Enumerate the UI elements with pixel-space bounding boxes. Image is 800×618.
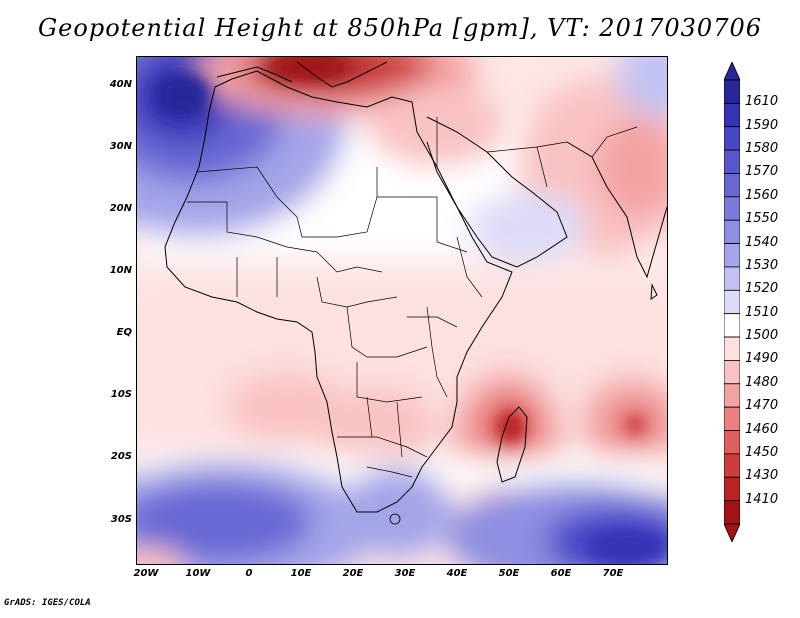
colorbar-cell — [724, 79, 740, 104]
colorbar-label: 1500 — [745, 328, 779, 344]
colorbar-label: 1490 — [745, 351, 779, 367]
height-field-smooth — [137, 57, 667, 564]
colorbar-cell — [724, 219, 740, 244]
colorbar-cell — [724, 453, 740, 478]
colorbar-cell — [724, 266, 740, 291]
grads-credit: GrADS: IGES/COLA — [4, 598, 91, 608]
lon-label-20w: 20W — [133, 568, 159, 579]
colorbar-label: 1480 — [745, 374, 779, 390]
colorbar-label: 1580 — [745, 141, 779, 157]
colorbar-label: 1450 — [745, 444, 779, 460]
lon-label-30e: 30E — [394, 568, 416, 579]
lon-label-60e: 60E — [550, 568, 572, 579]
lon-label-10e: 10E — [290, 568, 312, 579]
map-canvas — [137, 57, 667, 564]
colorbar-min-arrow — [724, 523, 740, 542]
colorbar-label: 1530 — [745, 257, 779, 273]
lon-label-10w: 10W — [185, 568, 211, 579]
colorbar-cell — [724, 173, 740, 198]
lon-label-70e: 70E — [602, 568, 624, 579]
colorbar-cell — [724, 313, 740, 338]
lat-label-10n: 10N — [109, 265, 132, 276]
country-borders — [187, 117, 638, 478]
colorbar-cell — [724, 336, 740, 361]
colorbar — [724, 62, 740, 542]
colorbar-label: 1570 — [745, 164, 779, 180]
colorbar-cell — [724, 149, 740, 174]
colorbar-label: 1460 — [745, 421, 779, 437]
geopotential-height-map — [136, 56, 668, 565]
colorbar-max-arrow — [724, 62, 740, 81]
lesotho-border — [389, 513, 401, 525]
map-title: Geopotential Height at 850hPa [gpm], VT:… — [38, 14, 762, 42]
colorbar-cell — [724, 360, 740, 385]
colorbar-label: 1510 — [745, 304, 779, 320]
colorbar-cell — [724, 500, 740, 525]
colorbar-label: 1430 — [745, 468, 779, 484]
colorbar-label: 1520 — [745, 281, 779, 297]
colorbar-cell — [724, 476, 740, 502]
lon-label-40e: 40E — [446, 568, 468, 579]
colorbar-label: 1560 — [745, 187, 779, 203]
lon-label-0: 0 — [245, 568, 253, 579]
coastlines — [164, 61, 667, 513]
colorbar-label: 1590 — [745, 117, 779, 133]
colorbar-cell — [724, 126, 740, 151]
lat-label-30s: 30S — [110, 514, 132, 525]
colorbar-label: 1550 — [745, 211, 779, 227]
colorbar-cell — [724, 196, 740, 221]
colorbar-label: 1410 — [745, 491, 779, 507]
lon-label-20e: 20E — [342, 568, 364, 579]
colorbar-label: 1610 — [745, 94, 779, 110]
lon-label-50e: 50E — [498, 568, 520, 579]
colorbar-cell — [724, 289, 740, 315]
lat-label-40n: 40N — [109, 79, 132, 90]
lat-label-20n: 20N — [109, 203, 132, 214]
colorbar-cell — [724, 383, 740, 408]
colorbar-label: 1540 — [745, 234, 779, 250]
colorbar-cell — [724, 406, 740, 431]
lat-label-30n: 30N — [109, 141, 132, 152]
lat-label-eq: EQ — [116, 327, 132, 338]
colorbar-cell — [724, 102, 740, 128]
colorbar-label: 1470 — [745, 398, 779, 414]
lat-label-10s: 10S — [110, 389, 132, 400]
lat-label-20s: 20S — [110, 451, 132, 462]
height-field-cores — [154, 57, 667, 564]
colorbar-cell — [724, 430, 740, 455]
colorbar-cell — [724, 243, 740, 268]
